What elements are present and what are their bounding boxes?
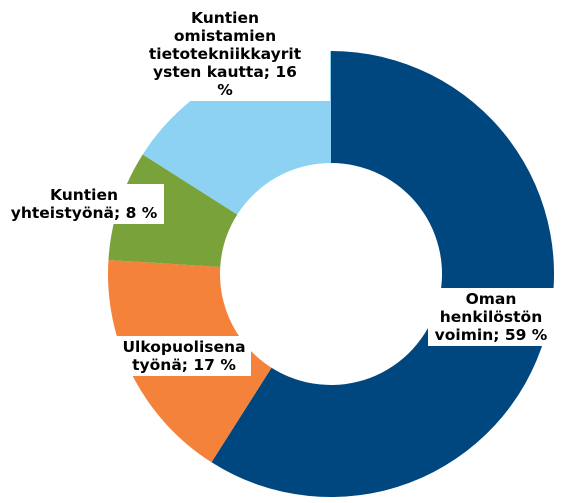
- donut-slice-oma: [211, 51, 554, 497]
- label-ulkopuolisena: Ulkopuolisena työnä; 17 %: [117, 336, 251, 376]
- label-yht-line-1: Kuntien: [49, 186, 119, 204]
- label-kuntien-omistamien: Kuntien omistamien tietotekniikkayrit ys…: [120, 7, 330, 101]
- label-ulko-line-1: Ulkopuolisena: [122, 338, 246, 356]
- label-omist-line-5: %: [217, 81, 233, 99]
- label-yht-line-2: yhteistyönä; 8 %: [10, 204, 158, 222]
- label-oman-line-3: voimin; 59 %: [434, 326, 548, 344]
- label-omist-line-3: tietotekniikkayrit: [148, 45, 302, 63]
- label-oman-henkiloston: Oman henkilöstön voimin; 59 %: [428, 288, 554, 346]
- label-omist-line-4: ysten kautta; 16: [153, 63, 297, 81]
- label-oman-line-2: henkilöstön: [439, 308, 543, 326]
- label-yhteistyona: Kuntien yhteistyönä; 8 %: [4, 184, 164, 224]
- donut-slice-yht: [108, 154, 238, 268]
- label-ulko-line-2: työnä; 17 %: [132, 356, 236, 374]
- label-omist-line-2: omistamien: [173, 27, 277, 45]
- label-oman-line-1: Oman: [465, 290, 517, 308]
- label-omist-line-1: Kuntien: [190, 9, 260, 27]
